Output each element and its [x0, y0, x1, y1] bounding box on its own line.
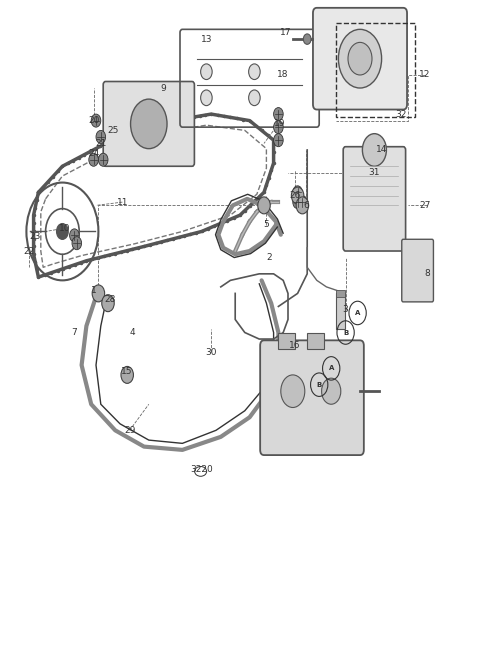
Circle shape — [293, 186, 302, 199]
Circle shape — [131, 99, 167, 149]
Text: 5: 5 — [264, 220, 269, 230]
FancyBboxPatch shape — [313, 8, 407, 110]
Text: 25: 25 — [107, 126, 119, 135]
Text: B: B — [317, 381, 322, 388]
Bar — [307, 333, 324, 349]
Text: A: A — [355, 310, 360, 316]
Text: A: A — [328, 365, 334, 372]
Text: 13: 13 — [201, 35, 212, 44]
Text: 20: 20 — [88, 116, 99, 125]
Text: 29: 29 — [124, 426, 135, 435]
Circle shape — [91, 114, 101, 127]
Circle shape — [362, 134, 386, 166]
Text: 23: 23 — [29, 232, 41, 241]
Circle shape — [201, 64, 212, 80]
Text: 16: 16 — [289, 341, 301, 350]
Text: 10: 10 — [59, 224, 71, 233]
Bar — [278, 333, 295, 349]
FancyBboxPatch shape — [103, 82, 194, 166]
Text: 24: 24 — [88, 149, 99, 158]
Circle shape — [249, 90, 260, 106]
Text: 6: 6 — [303, 201, 309, 210]
Text: 27: 27 — [419, 201, 431, 210]
Circle shape — [258, 197, 270, 214]
Circle shape — [291, 187, 304, 204]
Bar — [336, 290, 345, 297]
FancyBboxPatch shape — [260, 340, 364, 455]
Text: B: B — [343, 329, 348, 336]
Circle shape — [281, 375, 305, 408]
Text: 28: 28 — [105, 295, 116, 304]
Text: 31: 31 — [369, 168, 380, 177]
Circle shape — [274, 134, 283, 147]
Circle shape — [274, 108, 283, 121]
Text: 11: 11 — [117, 198, 128, 207]
Circle shape — [89, 153, 98, 166]
Circle shape — [293, 196, 302, 209]
Circle shape — [57, 224, 68, 239]
Circle shape — [322, 378, 341, 404]
Circle shape — [70, 229, 79, 242]
FancyBboxPatch shape — [343, 147, 406, 251]
Text: 7: 7 — [72, 328, 77, 337]
Text: 2: 2 — [266, 253, 272, 262]
Text: 15: 15 — [121, 367, 133, 376]
Circle shape — [98, 153, 108, 166]
Text: 4: 4 — [129, 328, 135, 337]
Circle shape — [274, 121, 283, 134]
Circle shape — [201, 90, 212, 106]
Circle shape — [121, 366, 133, 383]
Text: 14: 14 — [376, 145, 387, 155]
Circle shape — [102, 295, 114, 312]
Text: 26: 26 — [289, 191, 301, 200]
Text: 30: 30 — [205, 348, 217, 357]
Text: 3: 3 — [343, 305, 348, 314]
Text: 21: 21 — [95, 139, 107, 148]
Text: 19: 19 — [274, 119, 285, 128]
Circle shape — [296, 197, 309, 214]
Text: 1: 1 — [91, 286, 96, 295]
Text: 17: 17 — [280, 28, 291, 37]
Circle shape — [338, 29, 382, 88]
Circle shape — [92, 285, 105, 302]
Text: 12: 12 — [419, 70, 431, 80]
Text: 9: 9 — [160, 83, 166, 93]
Circle shape — [298, 196, 307, 209]
Text: 32: 32 — [395, 110, 407, 119]
Circle shape — [72, 237, 82, 250]
Bar — [336, 293, 345, 329]
Text: 22: 22 — [23, 246, 35, 256]
Text: 18: 18 — [276, 70, 288, 80]
FancyBboxPatch shape — [402, 239, 433, 302]
Text: 8: 8 — [424, 269, 430, 278]
Circle shape — [348, 42, 372, 75]
Bar — [336, 23, 415, 117]
Circle shape — [303, 34, 311, 44]
Circle shape — [249, 64, 260, 80]
Text: 3220: 3220 — [190, 465, 213, 474]
Circle shape — [96, 130, 106, 143]
